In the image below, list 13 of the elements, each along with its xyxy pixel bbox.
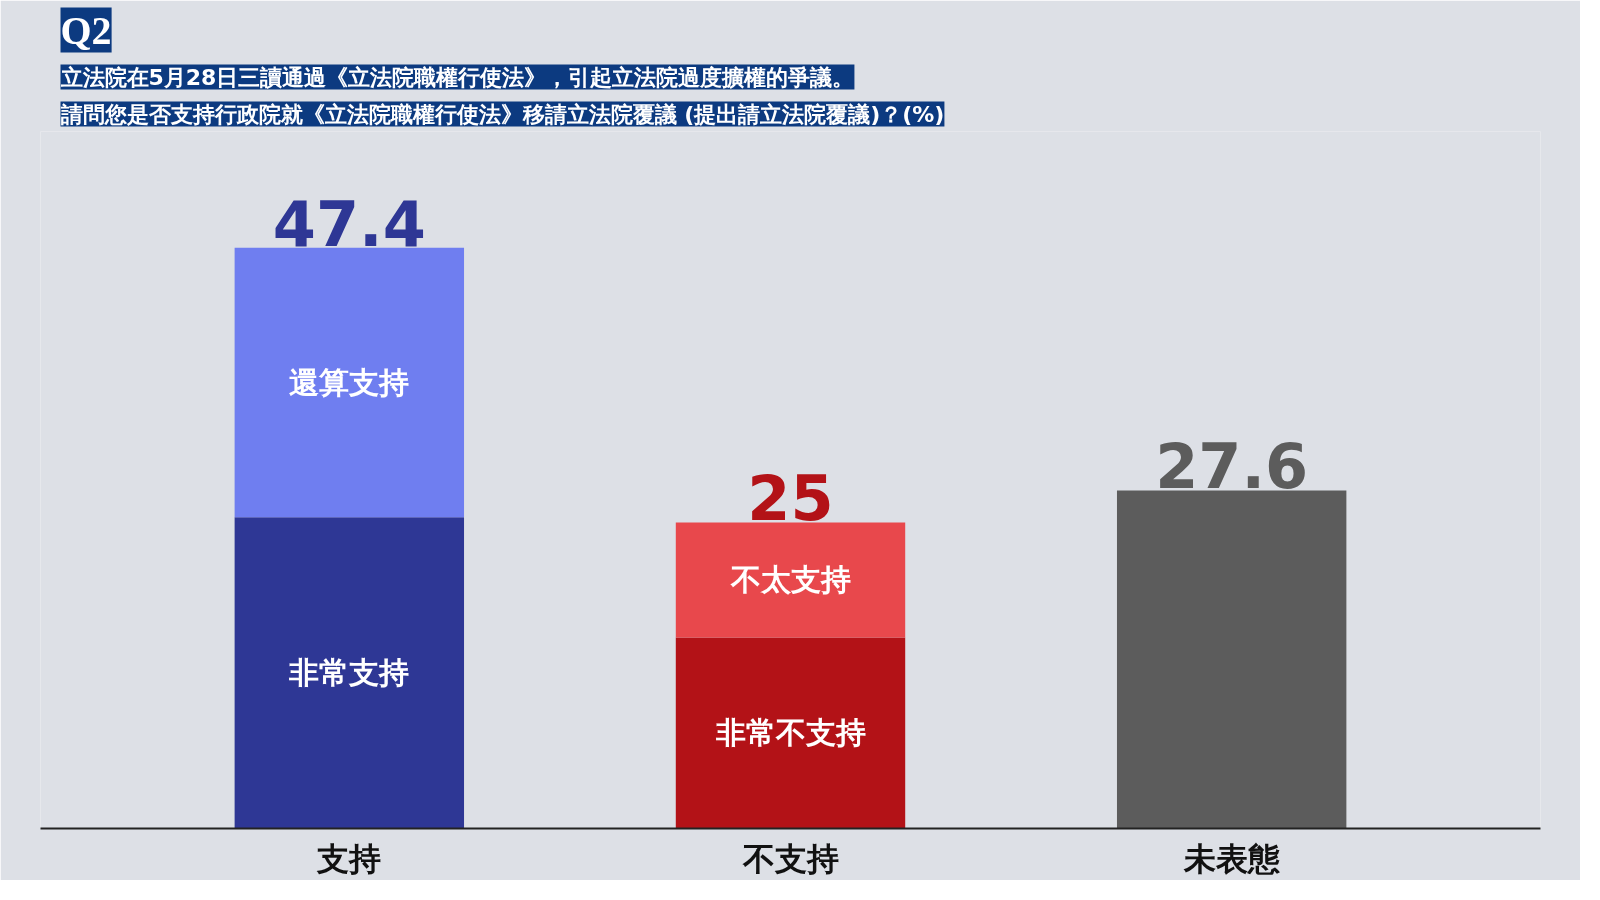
series-label: 非常不支持 — [714, 715, 866, 751]
chart-subtitle: 立法院在5月28日三讀通過《立法院職權行使法》，引起立法院過度擴權的爭議。 — [59, 64, 855, 90]
series-label: 還算支持 — [289, 364, 410, 400]
x-tick-label: 支持 — [316, 839, 382, 878]
annotation: 47.4 — [272, 187, 426, 261]
series-label: 非常支持 — [288, 655, 410, 691]
x-tick-label: 不支持 — [741, 839, 839, 878]
x-tick-label: 未表態 — [1182, 839, 1280, 878]
chart-title: Q2 — [60, 7, 112, 53]
annotation: 25 — [747, 462, 834, 536]
annotation: 27.6 — [1155, 430, 1309, 504]
text: 請問您是否支持行政院就《立法院職權行使法》移請立法院覆議 (提出請立法院覆議)？(%) — [59, 101, 945, 127]
series-label: 不太支持 — [729, 562, 851, 598]
